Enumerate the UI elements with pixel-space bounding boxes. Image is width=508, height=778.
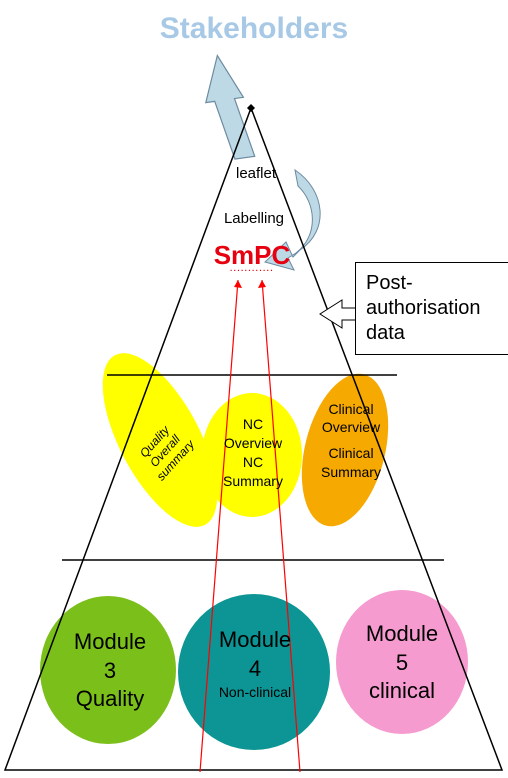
post-auth-line3: data [366,321,508,346]
leaflet-label: leaflet [216,165,296,182]
post-auth-line1: Post- [366,271,508,296]
apex-diamond-icon [247,104,255,112]
module-3-oval [40,596,176,744]
post-auth-line2: authorisation [366,296,508,321]
pyramid-diagram [0,0,508,778]
smpc-label: SmPC ············ [192,240,312,273]
nc-summary-oval [202,393,302,517]
post-authorisation-box: Post- authorisation data [355,262,508,355]
module-4-oval [178,594,330,750]
stakeholders-arrow-icon [200,52,255,162]
clinical-summary-oval [287,365,402,536]
labelling-label: Labelling [204,210,304,227]
smpc-underline-dots: ············ [192,269,312,273]
module-5-oval [336,590,468,734]
